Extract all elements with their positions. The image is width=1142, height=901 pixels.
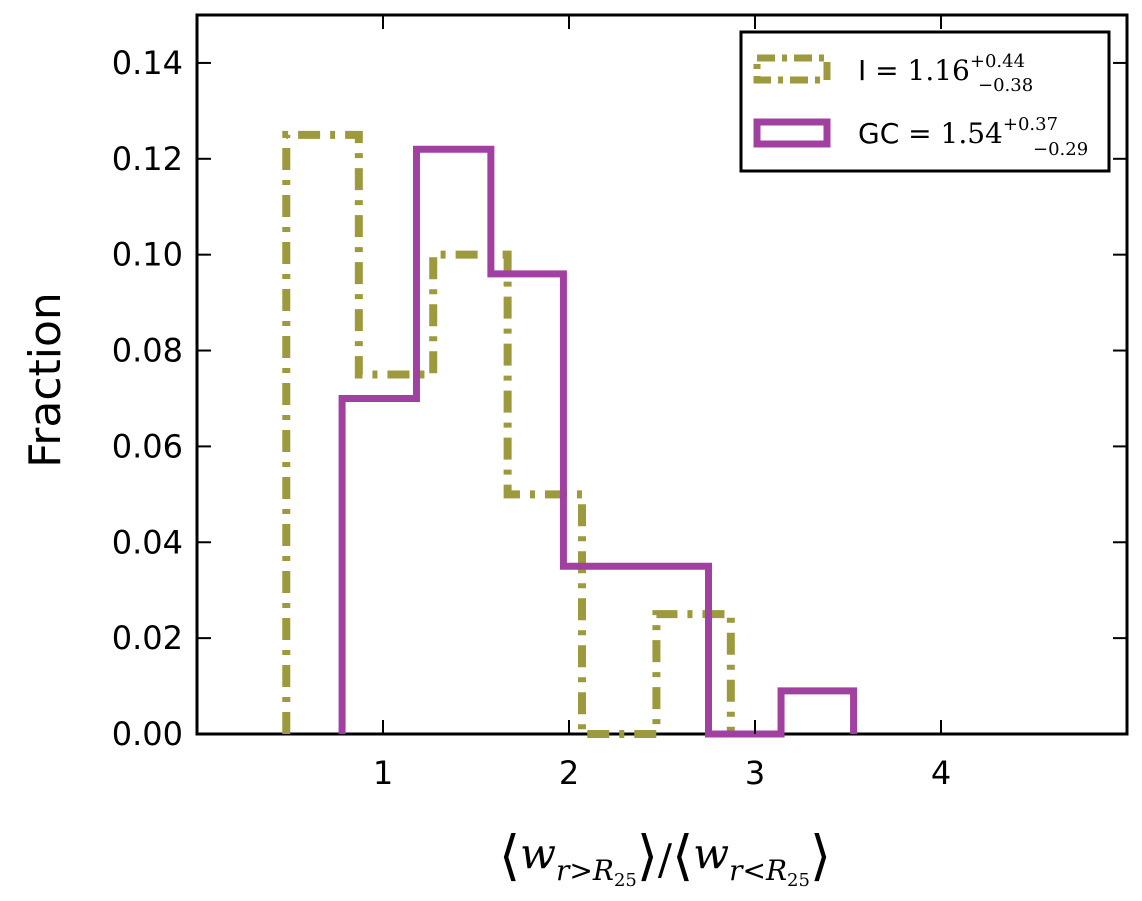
ticks-layer: 0.00 0.02 0.04 0.06 0.08 0.10 0.12 0.14 1 2 3 4 [112,15,1127,792]
y-tick-label: 0.04 [112,523,183,561]
y-tick-label: 0.10 [112,236,183,274]
plot-area [195,13,1129,736]
y-tick-label: 0.14 [112,44,183,82]
y-tick-label: 0.08 [112,332,183,370]
x-axis-title: ⟨wr>R25⟩/⟨wr<R25⟩ [499,824,831,891]
legend-label-i: I = 1.16+0.44 [858,51,1025,87]
y-tick-label: 0.12 [112,140,183,178]
y-tick-label: 0.00 [112,715,183,753]
series-layer [282,130,858,738]
svg-text:⟨wr>R25⟩/⟨wr<R25⟩: ⟨wr>R25⟩/⟨wr<R25⟩ [499,824,831,891]
x-tick-label: 2 [559,754,579,792]
x-tick-label: 4 [931,754,951,792]
legend-swatch-i [753,54,831,84]
series-i-histogram [282,130,735,738]
y-tick-label: 0.02 [112,619,183,657]
legend-sub-gc: −0.29 [1033,139,1088,160]
x-tick-label: 1 [373,754,393,792]
legend: I = 1.16+0.44 −0.38 GC = 1.54+0.37 −0.29 [739,30,1111,173]
y-tick-label: 0.06 [112,427,183,465]
x-tick-label: 3 [745,754,765,792]
series-gc-histogram [338,145,858,738]
legend-swatch-gc [753,118,831,148]
y-axis-title: Fraction [20,292,71,468]
legend-label-gc: GC = 1.54+0.37 [858,114,1058,150]
legend-sub-i: −0.38 [978,75,1033,96]
